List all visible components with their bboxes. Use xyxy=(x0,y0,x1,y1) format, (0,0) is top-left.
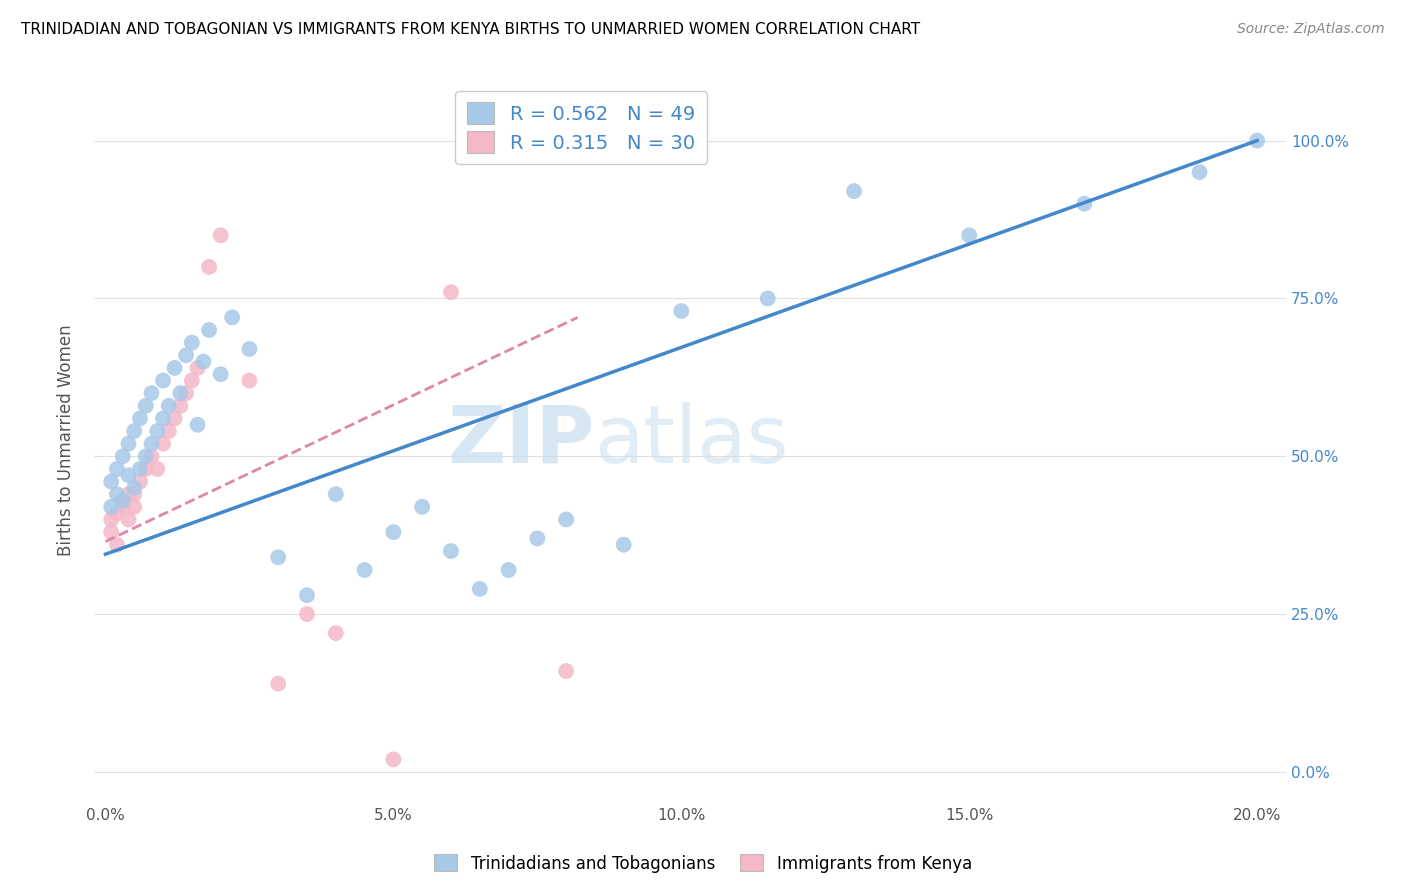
Point xyxy=(221,310,243,325)
Point xyxy=(613,538,636,552)
Point xyxy=(141,436,163,450)
Point xyxy=(671,304,693,318)
Point xyxy=(135,399,157,413)
Point xyxy=(122,424,145,438)
Point xyxy=(411,500,433,514)
Point xyxy=(141,450,163,464)
Point xyxy=(141,386,163,401)
Point xyxy=(238,342,260,356)
Point xyxy=(842,184,865,198)
Point xyxy=(198,260,221,274)
Point xyxy=(267,550,290,565)
Point xyxy=(105,487,128,501)
Point xyxy=(756,292,779,306)
Text: TRINIDADIAN AND TOBAGONIAN VS IMMIGRANTS FROM KENYA BIRTHS TO UNMARRIED WOMEN CO: TRINIDADIAN AND TOBAGONIAN VS IMMIGRANTS… xyxy=(21,22,920,37)
Point xyxy=(555,664,578,678)
Point xyxy=(163,360,186,375)
Point xyxy=(209,368,232,382)
Point xyxy=(105,506,128,520)
Point xyxy=(180,374,202,388)
Point xyxy=(1246,134,1268,148)
Point xyxy=(526,532,548,546)
Point xyxy=(187,360,209,375)
Point xyxy=(238,374,260,388)
Point xyxy=(169,399,191,413)
Point xyxy=(267,676,290,690)
Legend: R = 0.562   N = 49, R = 0.315   N = 30: R = 0.562 N = 49, R = 0.315 N = 30 xyxy=(456,91,707,164)
Point xyxy=(122,487,145,501)
Text: ZIP: ZIP xyxy=(447,401,595,480)
Point xyxy=(157,399,180,413)
Point xyxy=(111,500,134,514)
Point xyxy=(152,436,174,450)
Point xyxy=(1188,165,1211,179)
Point xyxy=(163,411,186,425)
Point xyxy=(382,752,405,766)
Point xyxy=(174,386,197,401)
Text: Source: ZipAtlas.com: Source: ZipAtlas.com xyxy=(1237,22,1385,37)
Point xyxy=(157,424,180,438)
Point xyxy=(325,626,347,640)
Point xyxy=(382,525,405,540)
Point xyxy=(111,493,134,508)
Point xyxy=(468,582,491,596)
Point xyxy=(122,500,145,514)
Point xyxy=(111,493,134,508)
Point xyxy=(353,563,375,577)
Point xyxy=(198,323,221,337)
Point xyxy=(152,411,174,425)
Point xyxy=(295,607,318,622)
Point xyxy=(209,228,232,243)
Point xyxy=(135,462,157,476)
Point xyxy=(440,285,463,300)
Point xyxy=(187,417,209,432)
Point xyxy=(325,487,347,501)
Point xyxy=(180,335,202,350)
Point xyxy=(146,462,169,476)
Point xyxy=(100,525,122,540)
Point xyxy=(1073,196,1095,211)
Point xyxy=(117,512,139,526)
Point xyxy=(295,588,318,602)
Point xyxy=(152,374,174,388)
Point xyxy=(105,538,128,552)
Point xyxy=(440,544,463,558)
Point xyxy=(135,450,157,464)
Point xyxy=(129,475,152,489)
Point xyxy=(117,436,139,450)
Point xyxy=(193,354,215,368)
Point xyxy=(169,386,191,401)
Point xyxy=(146,424,169,438)
Point xyxy=(100,512,122,526)
Legend: Trinidadians and Tobagonians, Immigrants from Kenya: Trinidadians and Tobagonians, Immigrants… xyxy=(427,847,979,880)
Point xyxy=(122,481,145,495)
Point xyxy=(100,500,122,514)
Y-axis label: Births to Unmarried Women: Births to Unmarried Women xyxy=(58,325,75,557)
Point xyxy=(957,228,980,243)
Point xyxy=(100,475,122,489)
Point xyxy=(129,462,152,476)
Point xyxy=(105,462,128,476)
Point xyxy=(117,468,139,483)
Point xyxy=(117,487,139,501)
Point xyxy=(498,563,520,577)
Point xyxy=(555,512,578,526)
Point xyxy=(129,411,152,425)
Text: atlas: atlas xyxy=(595,401,789,480)
Point xyxy=(111,450,134,464)
Point xyxy=(174,348,197,362)
